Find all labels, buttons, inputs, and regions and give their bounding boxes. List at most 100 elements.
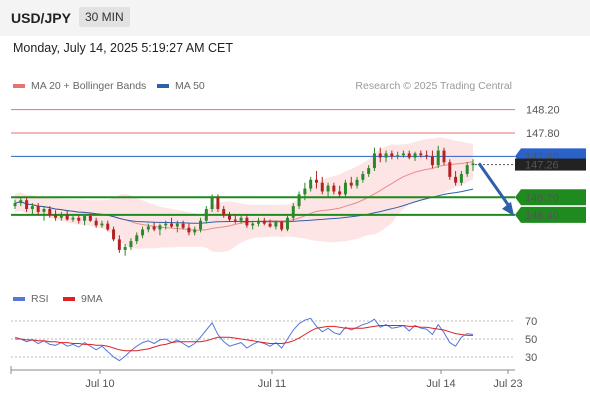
candle-body: [349, 182, 353, 186]
candle-body: [454, 176, 458, 183]
candle-body: [59, 214, 63, 218]
candle-body: [106, 223, 110, 230]
legend-ma50: MA 50: [157, 80, 205, 92]
rsi-line: [14, 317, 474, 362]
candle-body: [135, 235, 139, 242]
support-tag: [515, 189, 586, 206]
rsi-swatch: [13, 297, 25, 302]
candle-body: [54, 214, 58, 218]
x-tick-label: Jul 11: [258, 378, 287, 390]
candle-body: [30, 206, 34, 209]
candle-body: [285, 217, 289, 230]
candle-body: [413, 153, 417, 158]
candle-body: [48, 209, 52, 215]
candle-body: [175, 223, 179, 227]
candle-body: [83, 216, 87, 221]
candle-body: [268, 223, 272, 227]
support-label: 146.70: [525, 192, 559, 204]
candle-body: [401, 153, 405, 156]
candle-body: [100, 223, 104, 226]
candle-body: [465, 165, 469, 174]
rsi-ma-swatch: [63, 297, 75, 302]
candle-body: [141, 229, 145, 236]
legend-rsi: RSI: [13, 293, 49, 305]
candle-body: [361, 173, 365, 180]
x-tick-label: Jul 23: [493, 378, 522, 390]
candle-body: [338, 191, 342, 195]
candle-body: [36, 206, 40, 212]
resistance-label: 148.20: [526, 105, 560, 117]
last-price-label: 147.26: [525, 160, 559, 172]
candle-body: [459, 173, 463, 183]
copyright-text: Research © 2025 Trading Central: [355, 80, 512, 92]
candle-body: [13, 203, 17, 207]
candle-body: [320, 182, 324, 192]
candle-body: [407, 153, 411, 158]
last-price-tag: [515, 158, 586, 171]
candle-body: [355, 179, 359, 186]
candle-body: [77, 217, 81, 221]
candle-body: [251, 223, 255, 226]
rsi-tick-label: 50: [525, 334, 537, 346]
ma20-label: MA 20 + Bollinger Bands: [31, 80, 147, 92]
resistance-label: 147.80: [526, 128, 560, 140]
candle-body: [442, 150, 446, 163]
candle-body: [326, 185, 330, 192]
candle-body: [25, 200, 29, 209]
candle-body: [419, 153, 423, 156]
candle-body: [123, 247, 127, 250]
candle-body: [332, 185, 336, 192]
candle-body: [262, 220, 266, 224]
candle-body: [233, 219, 237, 221]
forecast-arrow: [477, 162, 513, 210]
candle-body: [430, 156, 434, 166]
candle-body: [129, 241, 133, 247]
rsi-tick-label: 30: [525, 352, 537, 364]
candle-body: [309, 179, 313, 189]
candle-body: [187, 227, 191, 233]
bollinger-band: [15, 137, 473, 253]
ma50-line: [14, 188, 474, 224]
candle-body: [314, 179, 318, 183]
candle-body: [204, 209, 208, 221]
rsi-ma-label: 9MA: [81, 293, 103, 305]
candle-body: [343, 182, 347, 195]
candle-body: [170, 223, 174, 227]
candle-body: [222, 209, 226, 215]
candle-body: [88, 216, 92, 221]
ma20-swatch: [13, 84, 25, 89]
timestamp: Monday, July 14, 2025 5:19:27 AM CET: [13, 41, 234, 55]
candle-body: [384, 153, 388, 158]
candle-body: [42, 209, 46, 212]
candle-body: [152, 226, 156, 230]
candle-body: [436, 150, 440, 166]
legend-ma20: MA 20 + Bollinger Bands: [13, 80, 146, 92]
forecast-arrowhead: [502, 201, 514, 216]
support-tag: [515, 206, 586, 223]
candle-body: [228, 214, 232, 220]
rsi-label: RSI: [31, 293, 49, 305]
candle-body: [372, 153, 376, 169]
support-label: 146.40: [525, 210, 559, 222]
candle-body: [94, 220, 98, 226]
candle-body: [245, 217, 249, 226]
candle-body: [274, 221, 278, 227]
candle-body: [199, 220, 203, 230]
candle-body: [367, 168, 371, 174]
legend-rsi-ma: 9MA: [63, 293, 103, 305]
candle-body: [425, 155, 429, 157]
candle-body: [216, 197, 220, 209]
candle-body: [378, 153, 382, 158]
candle-body: [297, 194, 301, 207]
candle-body: [471, 163, 475, 166]
candle-body: [280, 221, 284, 230]
candle-body: [117, 239, 121, 250]
interval-button[interactable]: 30 MIN: [79, 7, 130, 27]
candle-body: [396, 155, 400, 157]
candle-body: [390, 153, 394, 157]
top-bar: USD/JPY 30 MIN: [0, 0, 590, 36]
candle-body: [239, 217, 243, 221]
ma50-label: MA 50: [175, 80, 205, 92]
candle-body: [19, 200, 23, 204]
